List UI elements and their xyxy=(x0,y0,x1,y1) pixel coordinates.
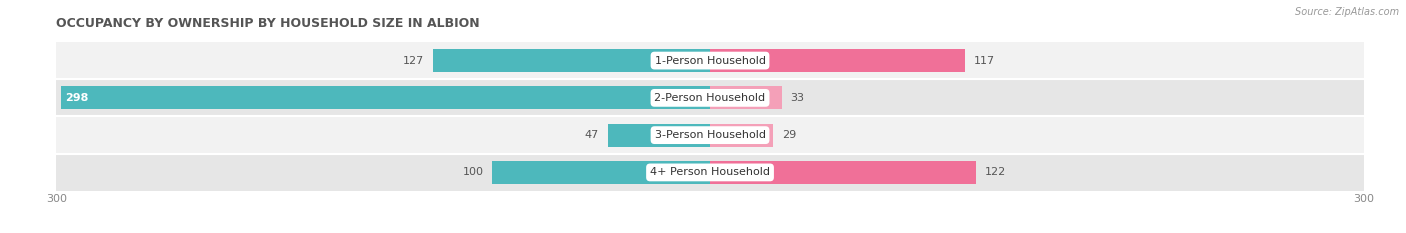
Bar xyxy=(710,123,773,147)
Bar xyxy=(710,86,782,110)
Text: 3-Person Household: 3-Person Household xyxy=(655,130,765,140)
Text: 4+ Person Household: 4+ Person Household xyxy=(650,168,770,177)
Bar xyxy=(56,79,1364,116)
Bar xyxy=(56,42,1364,79)
Bar xyxy=(56,154,1364,191)
Bar xyxy=(60,86,710,110)
Text: 127: 127 xyxy=(404,56,425,65)
Bar xyxy=(492,161,710,184)
Text: OCCUPANCY BY OWNERSHIP BY HOUSEHOLD SIZE IN ALBION: OCCUPANCY BY OWNERSHIP BY HOUSEHOLD SIZE… xyxy=(56,17,479,30)
Text: 47: 47 xyxy=(585,130,599,140)
Text: 100: 100 xyxy=(463,168,484,177)
Text: 117: 117 xyxy=(974,56,995,65)
Text: 33: 33 xyxy=(790,93,804,103)
Text: 298: 298 xyxy=(65,93,89,103)
Bar xyxy=(433,49,710,72)
Bar xyxy=(710,49,965,72)
Bar xyxy=(607,123,710,147)
Text: 29: 29 xyxy=(782,130,796,140)
Bar xyxy=(710,161,976,184)
Text: 122: 122 xyxy=(984,168,1005,177)
Bar xyxy=(56,116,1364,154)
Text: Source: ZipAtlas.com: Source: ZipAtlas.com xyxy=(1295,7,1399,17)
Text: 2-Person Household: 2-Person Household xyxy=(654,93,766,103)
Text: 1-Person Household: 1-Person Household xyxy=(655,56,765,65)
